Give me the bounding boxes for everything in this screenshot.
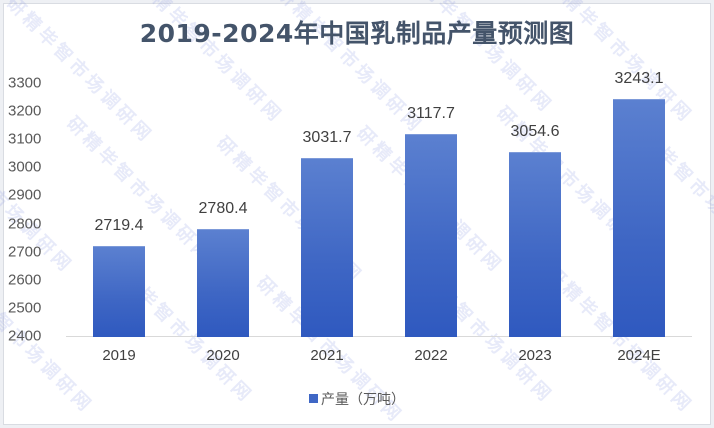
- data-label: 3117.7: [407, 105, 455, 123]
- x-tick-label: 2019: [102, 347, 136, 364]
- bar-2021: [301, 158, 353, 337]
- x-tick-label: 2020: [206, 347, 240, 364]
- x-tick-label: 2023: [518, 347, 552, 364]
- y-tick-label: 3000: [8, 158, 42, 176]
- bar-2022: [405, 134, 457, 337]
- data-label: 3243.1: [614, 69, 664, 87]
- y-tick-label: 3200: [8, 102, 42, 120]
- data-label: 2719.4: [94, 217, 144, 235]
- y-tick-label: 2600: [8, 271, 42, 289]
- data-label: 3054.6: [510, 122, 560, 140]
- y-tick-label: 3300: [8, 74, 42, 92]
- legend: 产量（万吨）: [0, 389, 714, 409]
- y-tick-label: 2800: [8, 215, 42, 233]
- x-tick-label: 2021: [310, 347, 344, 364]
- data-label: 2780.4: [198, 200, 248, 218]
- y-tick-label: 3100: [8, 130, 42, 148]
- chart-panel: [3, 3, 711, 425]
- legend-swatch-icon: [309, 394, 318, 403]
- bar-2024E: [613, 98, 665, 337]
- x-axis-line: [66, 336, 692, 337]
- data-label: 3031.7: [302, 129, 352, 147]
- x-tick-label: 2022: [414, 347, 448, 364]
- chart-title: 2019-2024年中国乳制品产量预测图: [139, 19, 575, 48]
- y-tick-label: 2900: [8, 186, 42, 204]
- y-tick-label: 2400: [8, 327, 42, 345]
- y-tick-label: 2500: [8, 299, 42, 317]
- bar-2023: [509, 151, 561, 337]
- bar-2019: [93, 246, 145, 337]
- legend-label: 产量（万吨）: [321, 392, 405, 408]
- bar-2020: [197, 229, 249, 337]
- y-tick-label: 2700: [8, 243, 42, 261]
- x-tick-label: 2024E: [617, 347, 661, 364]
